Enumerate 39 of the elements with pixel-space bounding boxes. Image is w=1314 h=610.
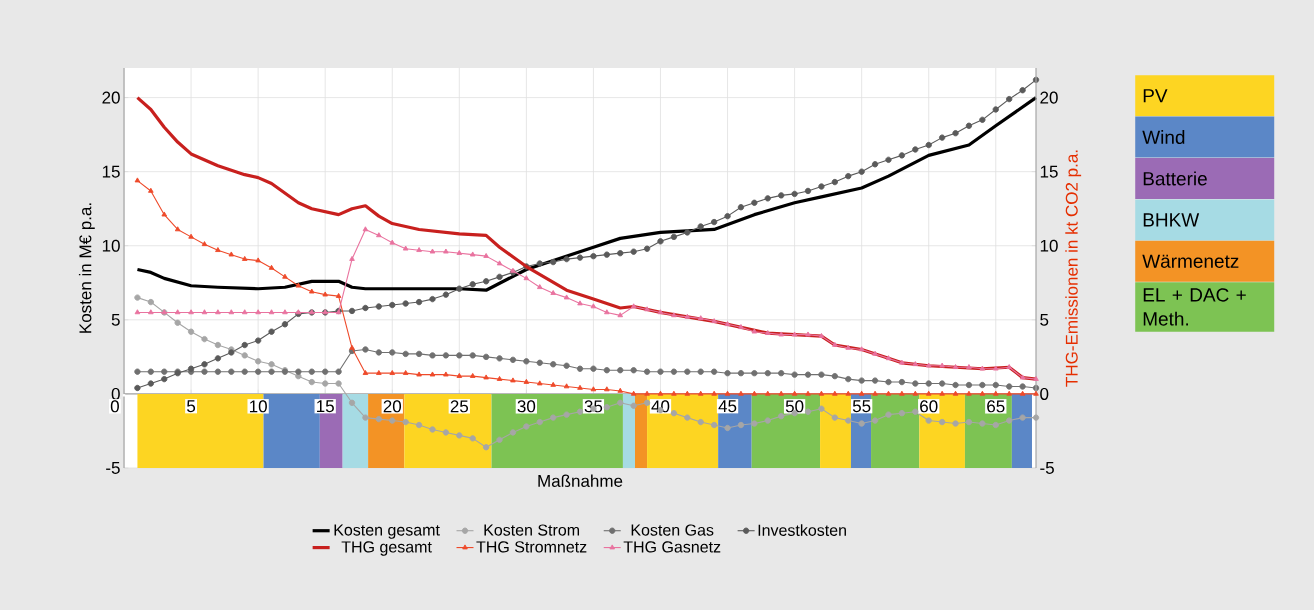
text: Wind [1142, 130, 1185, 145]
legend-label: THG Stromnetz [476, 541, 587, 553]
legend-label: Kosten gesamt [334, 524, 440, 539]
y2-tick-label: -5 [1040, 462, 1054, 474]
y2-tick-label: 0 [1040, 387, 1049, 400]
x-tick-label: 5 [187, 400, 196, 413]
legend-label: Kosten Strom [484, 524, 580, 536]
x-tick-label: 20 [383, 400, 402, 413]
text: EL + DAC + Meth. [1143, 288, 1246, 326]
text: BHKW [1143, 213, 1200, 227]
y2-tick-label: 20 [1040, 91, 1058, 104]
x-tick-label: 50 [785, 400, 804, 413]
legend-label: THG gesamt [341, 541, 432, 556]
y2-tick-label: 5 [1040, 313, 1049, 326]
legend-label: Kosten Gas [631, 524, 714, 536]
y-tick-label: 15 [102, 165, 120, 178]
legend-label: Investkosten [758, 524, 846, 536]
x-tick-label: 10 [249, 400, 267, 413]
x-tick-label: 15 [317, 400, 334, 413]
y-axis-title: Kosten in M€ p.a. [78, 203, 95, 333]
y-tick-label: 5 [111, 313, 120, 326]
x-tick-label: 60 [920, 400, 938, 413]
y2-tick-label: 10 [1040, 239, 1058, 252]
y-tick-label: 10 [102, 239, 120, 252]
y-tick-label: 0 [111, 387, 120, 400]
text: Wärmenetz [1142, 254, 1239, 268]
y2-axis-title: THG-Emissionen in kt CO2 p.a. [1065, 150, 1082, 387]
x-tick-label: 25 [450, 400, 469, 413]
x-tick-label: 65 [987, 400, 1005, 413]
x-tick-label: 30 [517, 400, 536, 413]
text: Batterie [1143, 171, 1207, 186]
x-axis-title: Maßnahme [538, 474, 623, 487]
x-tick-label: 55 [852, 400, 871, 413]
y-tick-label: -5 [106, 462, 120, 474]
y-tick-label: 20 [102, 91, 120, 104]
legend-label: THG Gasnetz [623, 541, 721, 553]
y2-tick-label: 15 [1040, 165, 1058, 178]
x-tick-label: 45 [718, 400, 737, 413]
text: PV [1143, 89, 1168, 103]
